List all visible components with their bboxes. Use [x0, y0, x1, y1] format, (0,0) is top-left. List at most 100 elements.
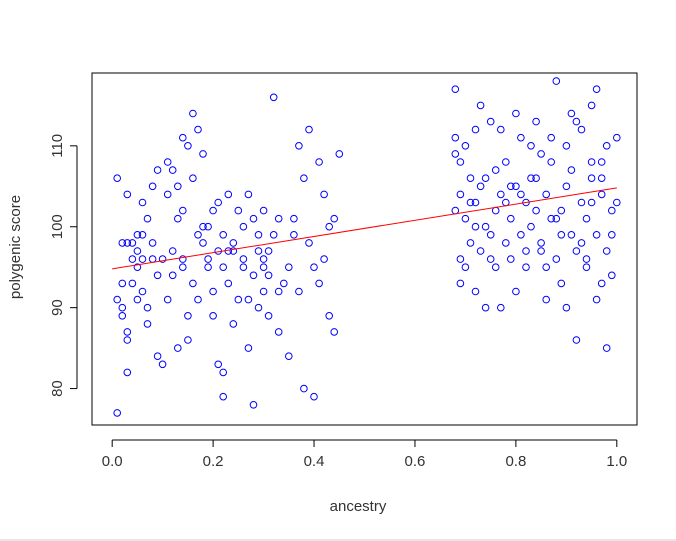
- data-point: [158, 360, 167, 369]
- data-point: [118, 239, 127, 247]
- data-point: [466, 198, 475, 207]
- data-point: [290, 214, 298, 223]
- data-point: [148, 182, 157, 191]
- data-point: [597, 190, 606, 199]
- data-point: [582, 214, 591, 223]
- data-point: [547, 133, 556, 142]
- data-point: [613, 198, 621, 207]
- x-tick-label: 0.4: [304, 453, 325, 470]
- data-point: [613, 133, 621, 142]
- data-point: [330, 214, 339, 223]
- data-point: [128, 279, 137, 288]
- data-point: [557, 279, 566, 288]
- data-point: [300, 174, 308, 182]
- data-point: [597, 279, 606, 288]
- data-point: [491, 166, 500, 174]
- data-point: [517, 190, 525, 199]
- data-point: [229, 239, 238, 247]
- data-point: [179, 255, 187, 263]
- data-point: [143, 214, 152, 223]
- data-point: [194, 295, 202, 304]
- data-point: [113, 409, 121, 417]
- data-point: [325, 222, 334, 231]
- data-point: [224, 279, 233, 288]
- data-point: [199, 150, 207, 158]
- data-point: [295, 142, 303, 150]
- data-point: [608, 206, 616, 215]
- data-point: [451, 85, 460, 93]
- data-point: [199, 222, 207, 231]
- data-point: [269, 93, 278, 102]
- data-point: [502, 239, 510, 247]
- data-point: [577, 239, 586, 247]
- data-point: [229, 320, 238, 328]
- data-point: [552, 255, 561, 263]
- data-point: [537, 239, 545, 247]
- data-point: [557, 231, 566, 239]
- data-point: [305, 239, 313, 247]
- data-point: [204, 263, 212, 272]
- data-point: [113, 174, 121, 182]
- x-tick-label: 0.6: [405, 453, 426, 470]
- data-point: [249, 401, 258, 409]
- data-point: [194, 125, 202, 134]
- data-point: [320, 255, 328, 263]
- data-point: [542, 295, 551, 304]
- data-point: [461, 142, 470, 150]
- data-point: [184, 336, 192, 344]
- data-point: [456, 190, 465, 199]
- window-bottom-rule: [0, 539, 676, 541]
- data-point: [527, 174, 535, 182]
- x-tick-label: 0.0: [102, 453, 123, 470]
- data-point: [481, 222, 490, 231]
- data-point: [507, 214, 515, 223]
- data-point: [547, 158, 556, 166]
- data-point: [476, 182, 485, 191]
- data-point: [249, 271, 258, 280]
- data-point: [587, 101, 596, 110]
- data-point: [582, 255, 591, 263]
- data-point: [133, 247, 142, 255]
- data-point: [219, 392, 227, 401]
- data-point: [486, 255, 495, 263]
- data-point: [320, 190, 328, 199]
- data-point: [552, 77, 561, 85]
- data-point: [456, 279, 465, 288]
- data-point: [204, 222, 212, 231]
- data-point: [461, 214, 470, 223]
- x-tick-label: 0.2: [203, 453, 224, 470]
- data-point: [537, 247, 545, 255]
- data-point: [163, 295, 172, 304]
- data-point: [184, 142, 192, 150]
- data-point: [244, 344, 253, 352]
- data-point: [572, 117, 581, 126]
- data-point: [507, 182, 515, 191]
- data-point: [224, 190, 233, 199]
- data-point: [259, 206, 268, 215]
- data-point: [491, 263, 500, 272]
- data-point: [572, 336, 581, 344]
- data-point: [179, 206, 187, 215]
- data-point: [471, 222, 480, 231]
- data-point: [264, 247, 273, 255]
- data-point: [466, 174, 475, 182]
- data-point: [254, 247, 263, 255]
- data-point: [194, 231, 202, 239]
- data-point: [512, 182, 520, 191]
- data-point: [280, 279, 288, 288]
- data-point: [118, 279, 127, 288]
- data-point: [163, 190, 172, 199]
- data-point: [577, 198, 586, 207]
- data-point: [174, 182, 182, 191]
- data-point: [476, 101, 485, 110]
- data-point: [259, 287, 268, 296]
- data-point: [597, 158, 606, 166]
- data-point: [567, 166, 576, 174]
- data-point: [143, 303, 152, 312]
- data-point: [305, 125, 313, 134]
- data-point: [264, 312, 273, 320]
- data-point: [219, 231, 227, 239]
- data-point: [542, 190, 551, 199]
- x-axis: 0.0 0.2 0.4 0.6 0.8 1.0: [102, 439, 627, 470]
- data-point: [456, 158, 465, 166]
